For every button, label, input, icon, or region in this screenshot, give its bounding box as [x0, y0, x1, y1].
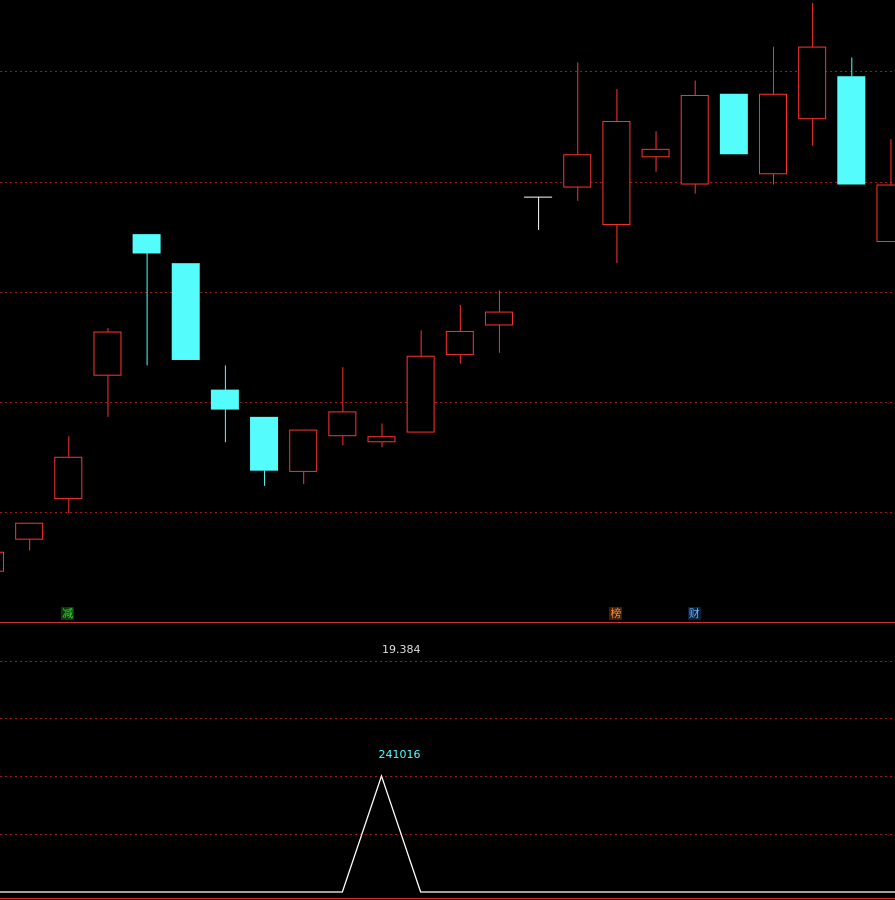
candle-body-down [210, 389, 239, 410]
signal-badge: 减 [61, 607, 75, 620]
candle-body-up [406, 355, 435, 433]
candle-body-up [484, 311, 513, 326]
candle-body-down [837, 76, 866, 185]
candle-body-up [328, 411, 357, 437]
indicator-peak-label: 241016 [378, 748, 421, 761]
indicator-top-value-label: 19.384 [382, 643, 421, 656]
indicator-series-line [0, 773, 895, 893]
candle-body-up [759, 93, 787, 175]
signal-badge: 财 [687, 607, 701, 620]
candle-body-up [15, 522, 44, 540]
candle-body-up [680, 94, 709, 185]
candle-body-down [171, 263, 200, 360]
candle-body-up [602, 121, 631, 226]
candle-body-up [0, 551, 4, 572]
candle-body-down [719, 93, 748, 155]
candle-body-down [250, 416, 279, 471]
candle-body-up [798, 46, 827, 120]
candle-body-up [367, 436, 396, 443]
signal-badge: 榜 [609, 607, 623, 620]
candle-body-up [563, 154, 592, 188]
candle-body-down [132, 234, 161, 254]
candle-body-up [93, 331, 122, 376]
candle-body-up [641, 148, 670, 158]
candle-body-up [445, 330, 474, 356]
candle-body-up [876, 184, 895, 242]
candle-body-up [289, 429, 318, 472]
candle-body-up [54, 456, 83, 500]
